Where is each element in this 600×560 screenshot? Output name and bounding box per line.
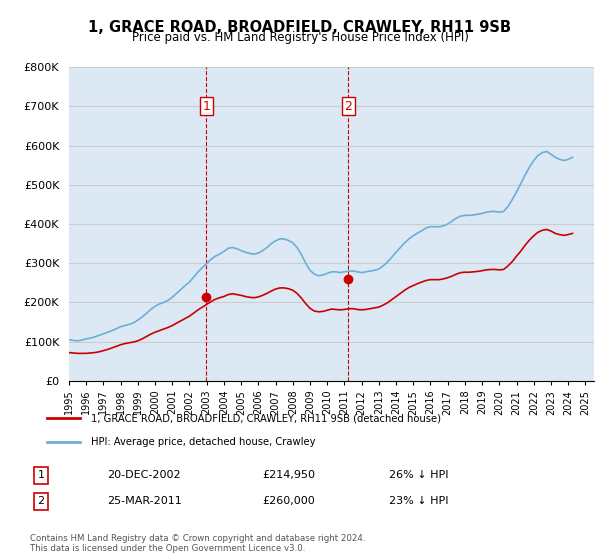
Text: 2: 2 bbox=[344, 100, 352, 113]
Text: £214,950: £214,950 bbox=[262, 470, 315, 480]
Text: £260,000: £260,000 bbox=[262, 496, 314, 506]
Text: Contains HM Land Registry data © Crown copyright and database right 2024.
This d: Contains HM Land Registry data © Crown c… bbox=[30, 534, 365, 553]
Text: 1, GRACE ROAD, BROADFIELD, CRAWLEY, RH11 9SB (detached house): 1, GRACE ROAD, BROADFIELD, CRAWLEY, RH11… bbox=[91, 413, 441, 423]
Text: 1: 1 bbox=[38, 470, 44, 480]
Text: 20-DEC-2002: 20-DEC-2002 bbox=[107, 470, 181, 480]
Text: 1: 1 bbox=[202, 100, 210, 113]
Text: 26% ↓ HPI: 26% ↓ HPI bbox=[389, 470, 448, 480]
Text: 2: 2 bbox=[37, 496, 44, 506]
Text: 23% ↓ HPI: 23% ↓ HPI bbox=[389, 496, 448, 506]
Text: Price paid vs. HM Land Registry's House Price Index (HPI): Price paid vs. HM Land Registry's House … bbox=[131, 31, 469, 44]
Text: HPI: Average price, detached house, Crawley: HPI: Average price, detached house, Craw… bbox=[91, 436, 315, 446]
Text: 25-MAR-2011: 25-MAR-2011 bbox=[107, 496, 182, 506]
Text: 1, GRACE ROAD, BROADFIELD, CRAWLEY, RH11 9SB: 1, GRACE ROAD, BROADFIELD, CRAWLEY, RH11… bbox=[89, 20, 511, 35]
